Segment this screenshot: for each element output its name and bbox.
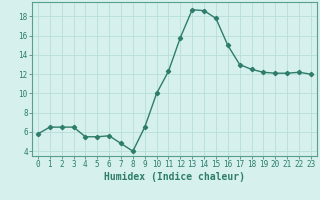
X-axis label: Humidex (Indice chaleur): Humidex (Indice chaleur) <box>104 172 245 182</box>
